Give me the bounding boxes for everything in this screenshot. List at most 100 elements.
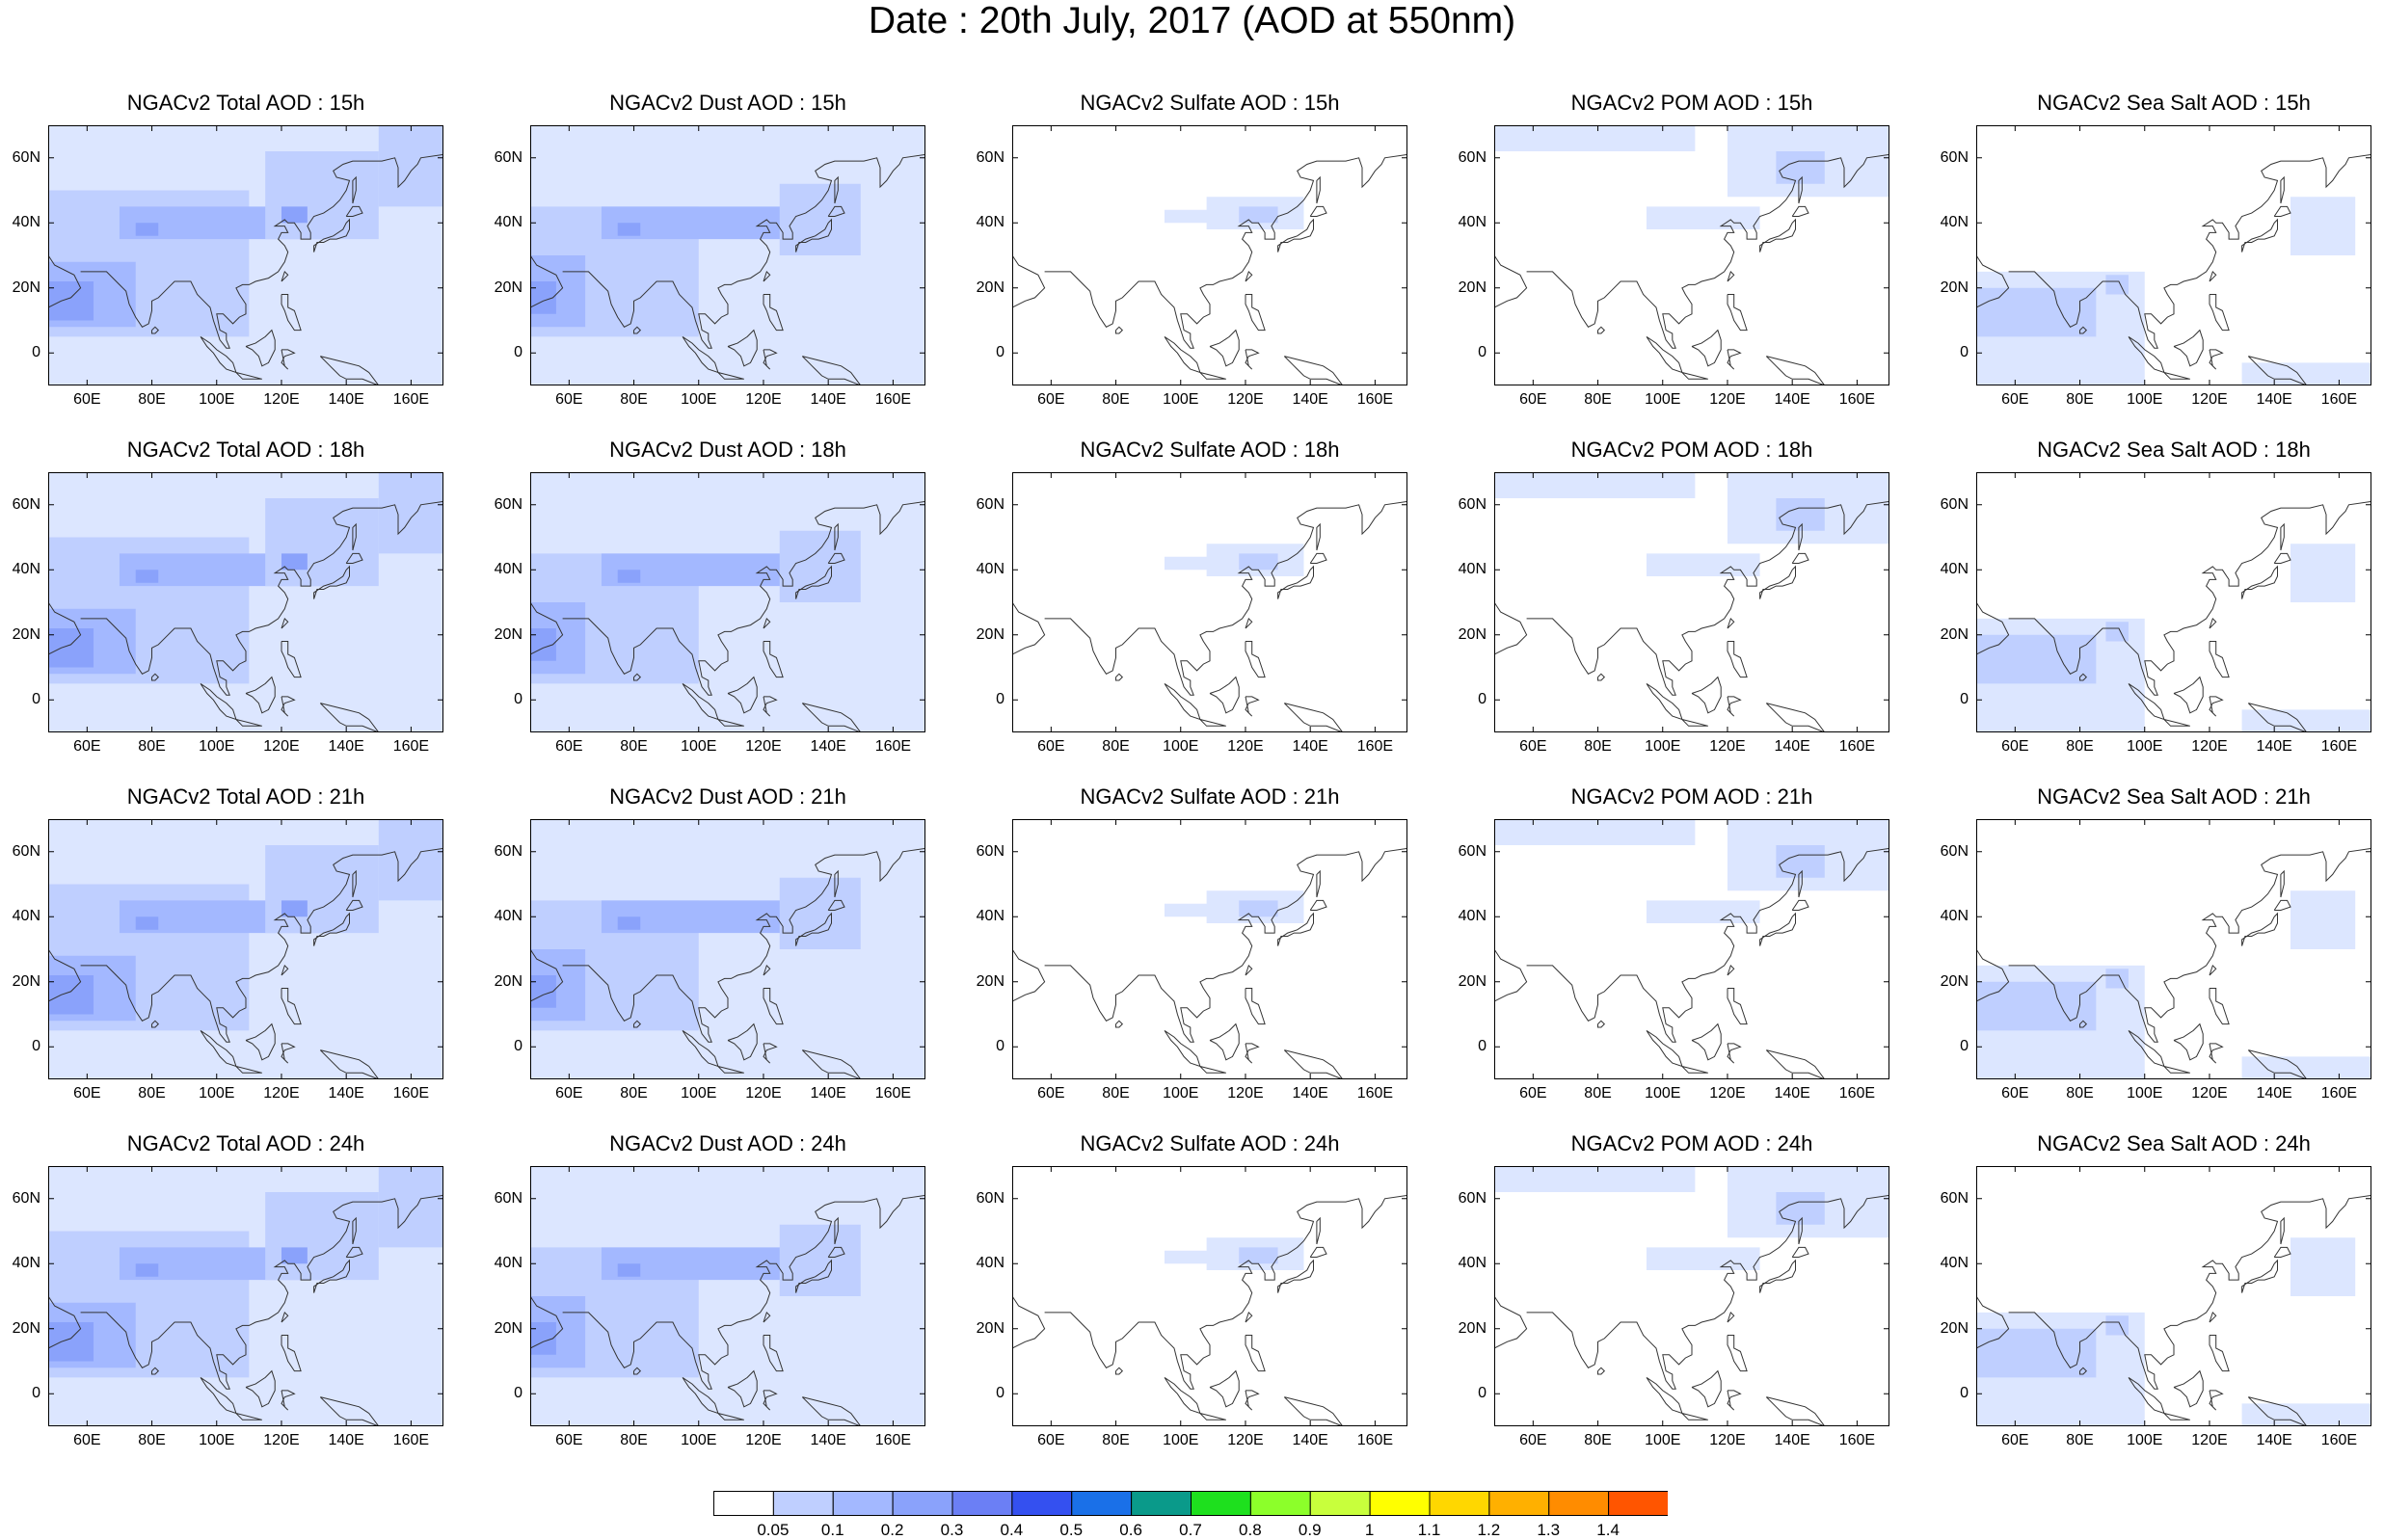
map-frame	[1976, 1166, 2371, 1426]
coastline-9	[313, 912, 350, 946]
coastline-11	[2280, 175, 2285, 204]
coastline-0	[1494, 254, 1528, 308]
lon-tick-label: 100E	[681, 738, 717, 755]
coastline-10	[827, 1246, 845, 1258]
coastline-5	[727, 329, 758, 367]
map-panel-dust-21h	[530, 819, 925, 1079]
coastline-1	[2008, 847, 2371, 1043]
lon-tick-label: 120E	[263, 1085, 300, 1102]
lon-tick-label: 100E	[1163, 391, 1199, 408]
lat-tick-label: 0	[1960, 1385, 1969, 1402]
lon-tick-label: 60E	[555, 1432, 583, 1448]
map-panel-dust-18h	[530, 472, 925, 732]
coastline-8	[1727, 270, 1735, 282]
map-canvas	[1976, 125, 2371, 385]
aod-region-3	[2241, 362, 2371, 385]
lat-tick-label: 40N	[1458, 214, 1487, 231]
coastline-2	[1597, 1367, 1606, 1375]
map-panel-dust-24h	[530, 1166, 925, 1426]
map-panel-seasalt-18h	[1976, 472, 2371, 732]
lat-tick-label: 20N	[976, 279, 1004, 296]
coastline-6	[1245, 696, 1260, 717]
lon-tick-label: 100E	[681, 1432, 717, 1448]
coastline-8	[763, 270, 771, 282]
lon-tick-label: 60E	[555, 1085, 583, 1102]
aod-region-3	[2241, 709, 2371, 732]
coastline-5	[2173, 1022, 2204, 1061]
coastline-4	[1199, 1413, 1226, 1421]
coastline-12	[319, 703, 380, 732]
lon-tick-label: 160E	[1356, 1432, 1394, 1448]
coastline-11	[2280, 522, 2285, 551]
coastline-4	[717, 1413, 744, 1421]
coastline-5	[2173, 1369, 2204, 1408]
lon-tick-label: 60E	[73, 1432, 101, 1448]
aod-region-3	[48, 628, 94, 668]
lat-tick-label: 60N	[494, 495, 522, 513]
lon-tick-label: 140E	[810, 391, 846, 408]
lat-tick-label: 20N	[1940, 972, 1969, 990]
coastline-6	[763, 1043, 778, 1064]
coastline-6	[1727, 696, 1742, 717]
map-frame	[1012, 125, 1407, 385]
coastline-7	[281, 641, 302, 678]
lat-tick-label: 20N	[1940, 279, 1969, 296]
coastline-10	[345, 1246, 363, 1258]
coastline-4	[1681, 372, 1708, 380]
lat-tick-label: 0	[32, 344, 40, 361]
lat-tick-label: 20N	[494, 625, 522, 643]
lat-tick-label: 0	[514, 1385, 522, 1402]
lat-tick-label: 40N	[1940, 908, 1969, 925]
lon-tick-label: 100E	[1645, 738, 1681, 755]
panel-title-seasalt-21h: NGACv2 Sea Salt AOD : 21h	[2037, 784, 2311, 809]
map-frame	[530, 472, 925, 732]
coastline-3	[2128, 682, 2165, 721]
coastline-6	[1245, 1043, 1260, 1064]
coastline-5	[1691, 329, 1722, 367]
coastline-5	[1691, 1022, 1722, 1061]
lat-tick-label: 40N	[12, 561, 40, 578]
coastline-6	[281, 349, 296, 370]
coastline-1	[80, 500, 443, 696]
lon-tick-label: 120E	[745, 1085, 782, 1102]
map-canvas	[1976, 472, 2371, 732]
colorbar-box	[1369, 1491, 1431, 1516]
map-frame	[1494, 472, 1889, 732]
lon-tick-label: 60E	[2001, 1432, 2029, 1448]
coastline-8	[1245, 1311, 1253, 1323]
coastline-5	[245, 1369, 276, 1408]
lon-tick-label: 100E	[199, 1432, 235, 1448]
coastline-10	[1309, 899, 1327, 911]
coastline-8	[1727, 1311, 1735, 1323]
coastline-0	[530, 948, 564, 1002]
coastline-2	[633, 673, 642, 681]
coastline-2	[151, 326, 160, 334]
lon-tick-label: 140E	[1774, 738, 1810, 755]
coastline-9	[313, 1259, 350, 1293]
coastline-3	[1646, 335, 1683, 374]
coastline-11	[352, 522, 357, 551]
coastline-10	[1791, 899, 1809, 911]
map-panel-total-21h	[48, 819, 443, 1079]
aod-region-6	[779, 1224, 861, 1296]
colorbar-box	[1429, 1491, 1490, 1516]
map-canvas	[1012, 472, 1407, 732]
lon-tick-label: 140E	[1774, 1085, 1810, 1102]
aod-region-8	[378, 472, 443, 554]
coastline-9	[2241, 1259, 2278, 1293]
lon-tick-label: 120E	[1709, 1085, 1746, 1102]
aod-region-1	[1976, 287, 2097, 337]
aod-region-0	[1494, 472, 1696, 498]
aod-region-4	[2290, 544, 2356, 602]
map-frame	[1012, 819, 1407, 1079]
lon-tick-label: 60E	[1519, 1085, 1547, 1102]
coastline-10	[827, 552, 845, 564]
lon-tick-label: 140E	[810, 1432, 846, 1448]
lon-tick-label: 100E	[681, 391, 717, 408]
coastline-3	[2128, 335, 2165, 374]
map-frame	[1494, 1166, 1889, 1426]
panel-title-dust-21h: NGACv2 Dust AOD : 21h	[609, 784, 846, 809]
coastline-3	[1164, 1376, 1201, 1415]
lon-tick-label: 140E	[328, 1432, 364, 1448]
colorbar-box	[1131, 1491, 1192, 1516]
